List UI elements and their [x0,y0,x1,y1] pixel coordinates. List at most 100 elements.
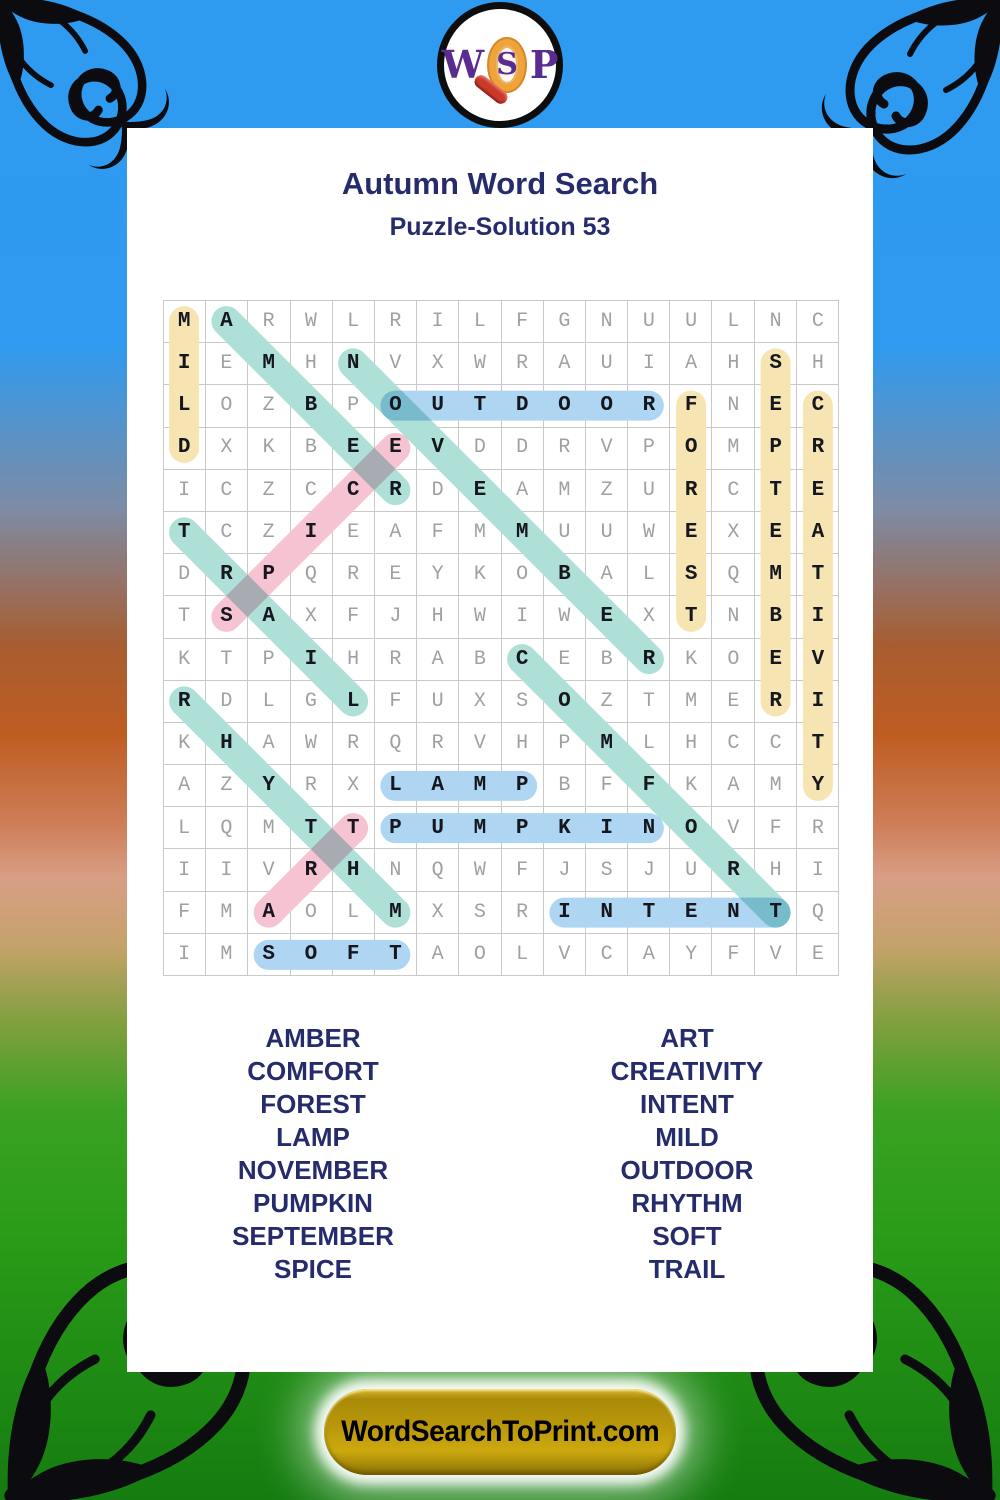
grid-letter: F [516,858,529,882]
solution-letter: O [600,394,613,418]
grid-letter: F [347,605,360,629]
logo-letter-p: P [529,42,559,87]
grid-letter: Y [685,943,698,967]
grid-cell [206,343,249,386]
grid-cell [754,680,797,723]
grid-cell [670,343,713,386]
word-list-item: CREATIVITY [610,1056,764,1086]
grid-letter: X [431,351,444,375]
grid-letter: T [642,689,655,713]
grid-letter: D [178,563,191,587]
grid-letter: P [347,394,360,418]
grid-letter: Q [431,858,444,882]
grid-letter: U [685,858,698,882]
grid-letter: Y [431,563,444,587]
grid-cell [206,511,249,555]
solution-letter: R [220,563,233,587]
grid-letter: P [262,647,275,671]
grid-letter: C [727,732,740,756]
grid-cell [543,722,586,766]
grid-letter: K [178,732,191,756]
grid-letter: E [220,351,233,375]
solution-letter: T [684,605,698,629]
grid-cell [712,343,755,386]
grid-letter: Z [262,394,275,418]
word-list-item: SOFT [652,1221,722,1251]
grid-cell [332,722,375,766]
solution-letter: E [684,901,698,925]
grid-letter: R [389,309,402,333]
grid-cell [417,722,460,766]
grid-letter: Z [262,478,275,502]
grid-cell [206,933,249,976]
solution-letter: D [515,394,529,418]
grid-cell [459,427,502,470]
grid-cell [206,596,249,639]
grid-letter: F [769,816,782,840]
grid-cell [754,722,797,766]
solution-letter: A [262,605,275,629]
site-link-button[interactable]: WordSearchToPrint.com [324,1389,676,1475]
grid-cell [164,765,207,808]
grid-letter: I [178,858,191,882]
grid-cell [543,596,586,639]
grid-letter: M [685,689,698,713]
grid-cell [543,933,586,976]
grid-letter: A [262,732,275,756]
grid-cell [374,638,418,681]
grid-letter: R [811,816,824,840]
grid-letter: W [558,605,571,629]
highlight-rhythm [169,686,411,928]
grid-cell [670,933,713,976]
grid-letter: U [600,351,613,375]
grid-cell [290,301,333,344]
grid-cell [459,301,502,344]
grid-letter: X [642,605,655,629]
solution-letter: I [558,901,571,925]
grid-cell [543,427,586,470]
highlight-trail [169,517,369,717]
solution-letter: E [769,647,782,671]
grid-letter: I [178,478,191,502]
grid-cell [374,427,418,470]
grid-cell [670,722,713,766]
grid-cell [164,469,207,512]
grid-letter: L [473,309,486,333]
grid-letter: H [727,351,740,375]
grid-cell [712,511,755,555]
grid-cell [290,511,333,555]
grid-cell [164,807,207,850]
grid-cell [290,427,333,470]
grid-letter: U [600,520,613,544]
grid-letter: X [727,520,740,544]
grid-letter: Z [600,689,613,713]
grid-letter: X [220,436,233,460]
grid-cell [754,891,797,934]
grid-letter: W [304,732,317,756]
solution-letter: P [515,816,529,840]
grid-cell [332,807,375,850]
grid-letter: O [516,563,529,587]
grid-cell [628,596,671,639]
grid-letter: M [262,816,275,840]
highlight-comfort [507,644,791,928]
grid-letter: R [516,351,529,375]
grid-letter: K [473,563,486,587]
solution-letter: E [769,520,782,544]
word-list-item: SEPTEMBER [232,1221,394,1251]
grid-cell [248,638,291,681]
grid-letter: O [727,647,740,671]
solution-letter: M [177,309,191,333]
solution-letter: S [684,563,698,587]
grid-letter: I [220,858,233,882]
grid-letter: U [642,309,655,333]
solution-letter: H [346,858,360,882]
grid-letter: H [811,351,824,375]
grid-cell [206,638,249,681]
solution-letter: R [389,478,402,502]
grid-cell [585,469,629,512]
grid-cell [501,427,544,470]
grid-letter: R [389,647,402,671]
grid-cell [374,849,418,892]
